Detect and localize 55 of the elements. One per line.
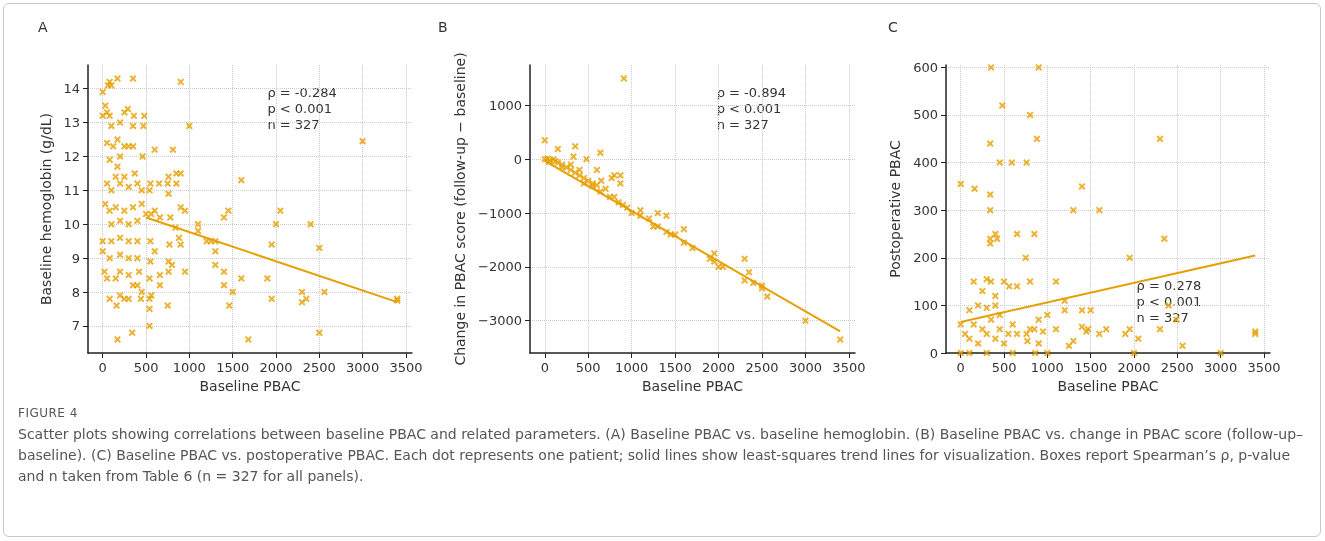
y-tick-label: 0 [929, 345, 938, 361]
y-tick-label: −2000 [478, 259, 522, 275]
y-tick-label: 10 [63, 216, 80, 232]
x-tick-label: 1000 [615, 360, 649, 375]
chart-title: A [38, 19, 48, 35]
x-tick-label: 2000 [1117, 360, 1151, 375]
x-axis-title: Baseline PBAC [1057, 377, 1159, 394]
y-tick-label: 8 [71, 284, 80, 300]
x-tick-label: 500 [991, 360, 1017, 375]
y-axis-title: Postoperative PBAC [887, 139, 904, 278]
chart-title: B [438, 19, 448, 35]
y-axis-title: Change in PBAC score (follow-up − baseline) [452, 52, 469, 366]
x-axis-title: Baseline PBAC [642, 377, 744, 394]
x-tick-label: 2500 [745, 360, 779, 375]
x-tick-label: 3500 [832, 360, 866, 375]
y-tick-label: 600 [913, 59, 938, 75]
x-tick-label: 1500 [1074, 360, 1108, 375]
y-axis-title: Baseline hemoglobin (g/dL) [37, 112, 54, 306]
y-tick-label: 300 [913, 202, 938, 218]
y-tick-label: 14 [63, 81, 80, 97]
y-tick-label: 0 [513, 151, 522, 167]
x-tick-label: 2000 [702, 360, 736, 375]
x-tick-label: 3500 [389, 360, 423, 375]
y-tick-label: 400 [913, 155, 938, 171]
x-tick-label: 3000 [346, 360, 380, 375]
chart-title: C [888, 19, 898, 35]
y-tick-label: 7 [71, 318, 80, 334]
x-tick-label: 2000 [259, 360, 293, 375]
y-tick-label: 11 [63, 182, 80, 198]
x-tick-label: 2500 [302, 360, 336, 375]
x-axis-title: Baseline PBAC [199, 377, 301, 394]
y-tick-label: 13 [63, 115, 80, 131]
y-tick-label: 9 [71, 250, 80, 266]
x-tick-label: 1500 [658, 360, 692, 375]
y-tick-label: 500 [913, 107, 938, 123]
text: Scatter plots showing correlations between baseline PBAC and related parameters. (A) Baseline PBAC vs. baseline hemoglobin. (B) Baseline PBAC vs. change in PBAC score (follow-up–baseline). (C) Baseline PBAC vs. postoperative PBAC. Each dot represents one patient; solid lines show least-squares trend lines for visualization. Boxes report Spearman’s ρ, p-value and n taken from Table 6 (n = 327 for all panels). [18, 425, 1305, 486]
x-tick-label: 0 [956, 360, 965, 375]
caption: FIGURE 4 [18, 406, 79, 420]
x-tick-label: 1000 [172, 360, 206, 375]
x-tick-label: 0 [540, 360, 549, 375]
x-tick-label: 500 [575, 360, 601, 375]
x-tick-label: 3000 [1204, 360, 1238, 375]
y-tick-label: −1000 [478, 205, 522, 221]
y-tick-label: 200 [913, 250, 938, 266]
x-tick-label: 1000 [1030, 360, 1064, 375]
x-tick-label: 500 [133, 360, 159, 375]
x-tick-label: 3000 [788, 360, 823, 375]
x-tick-label: 2500 [1160, 360, 1194, 375]
x-tick-label: 0 [98, 360, 107, 375]
x-tick-label: 3500 [1247, 360, 1281, 375]
y-tick-label: 1000 [488, 97, 522, 113]
y-tick-label: 12 [63, 148, 80, 164]
y-tick-label: 100 [913, 297, 938, 313]
x-tick-label: 1500 [216, 360, 250, 375]
y-tick-label: −3000 [478, 313, 522, 329]
